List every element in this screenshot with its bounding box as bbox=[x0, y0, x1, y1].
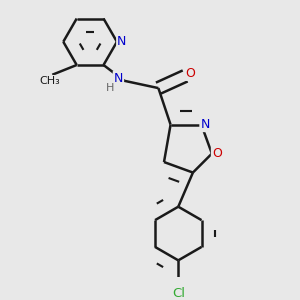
Text: N: N bbox=[200, 118, 210, 131]
Text: O: O bbox=[185, 67, 195, 80]
Text: H: H bbox=[105, 83, 114, 93]
Text: CH₃: CH₃ bbox=[40, 76, 60, 86]
Text: O: O bbox=[212, 147, 222, 160]
Text: N: N bbox=[117, 35, 127, 48]
Text: Cl: Cl bbox=[172, 287, 185, 300]
Text: N: N bbox=[114, 72, 123, 85]
